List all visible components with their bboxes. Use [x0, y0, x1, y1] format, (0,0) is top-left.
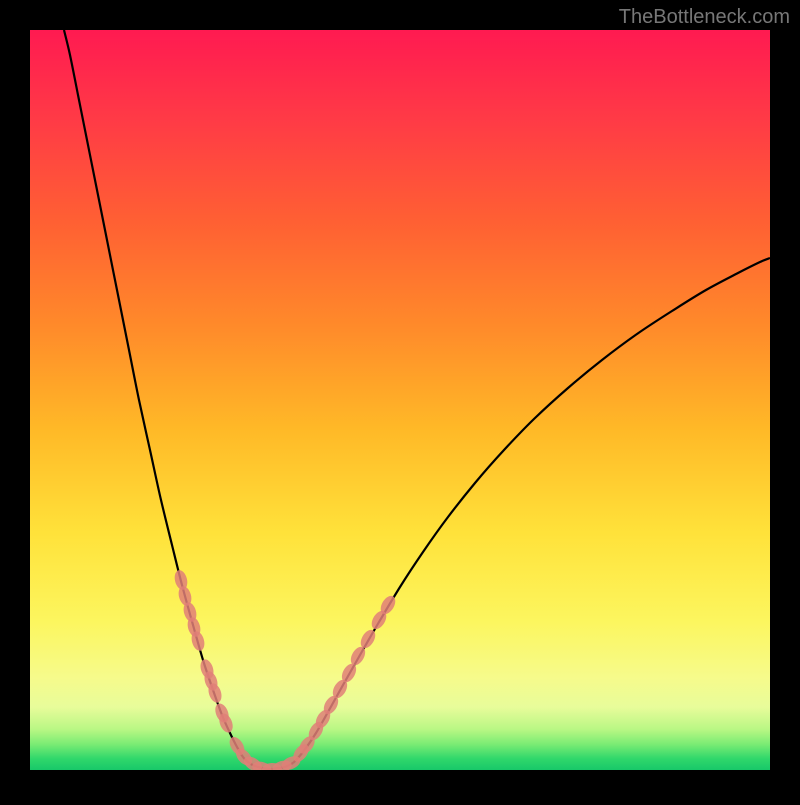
watermark-text: TheBottleneck.com	[619, 6, 790, 29]
bottleneck-chart	[0, 0, 800, 800]
gradient-background	[30, 30, 770, 770]
